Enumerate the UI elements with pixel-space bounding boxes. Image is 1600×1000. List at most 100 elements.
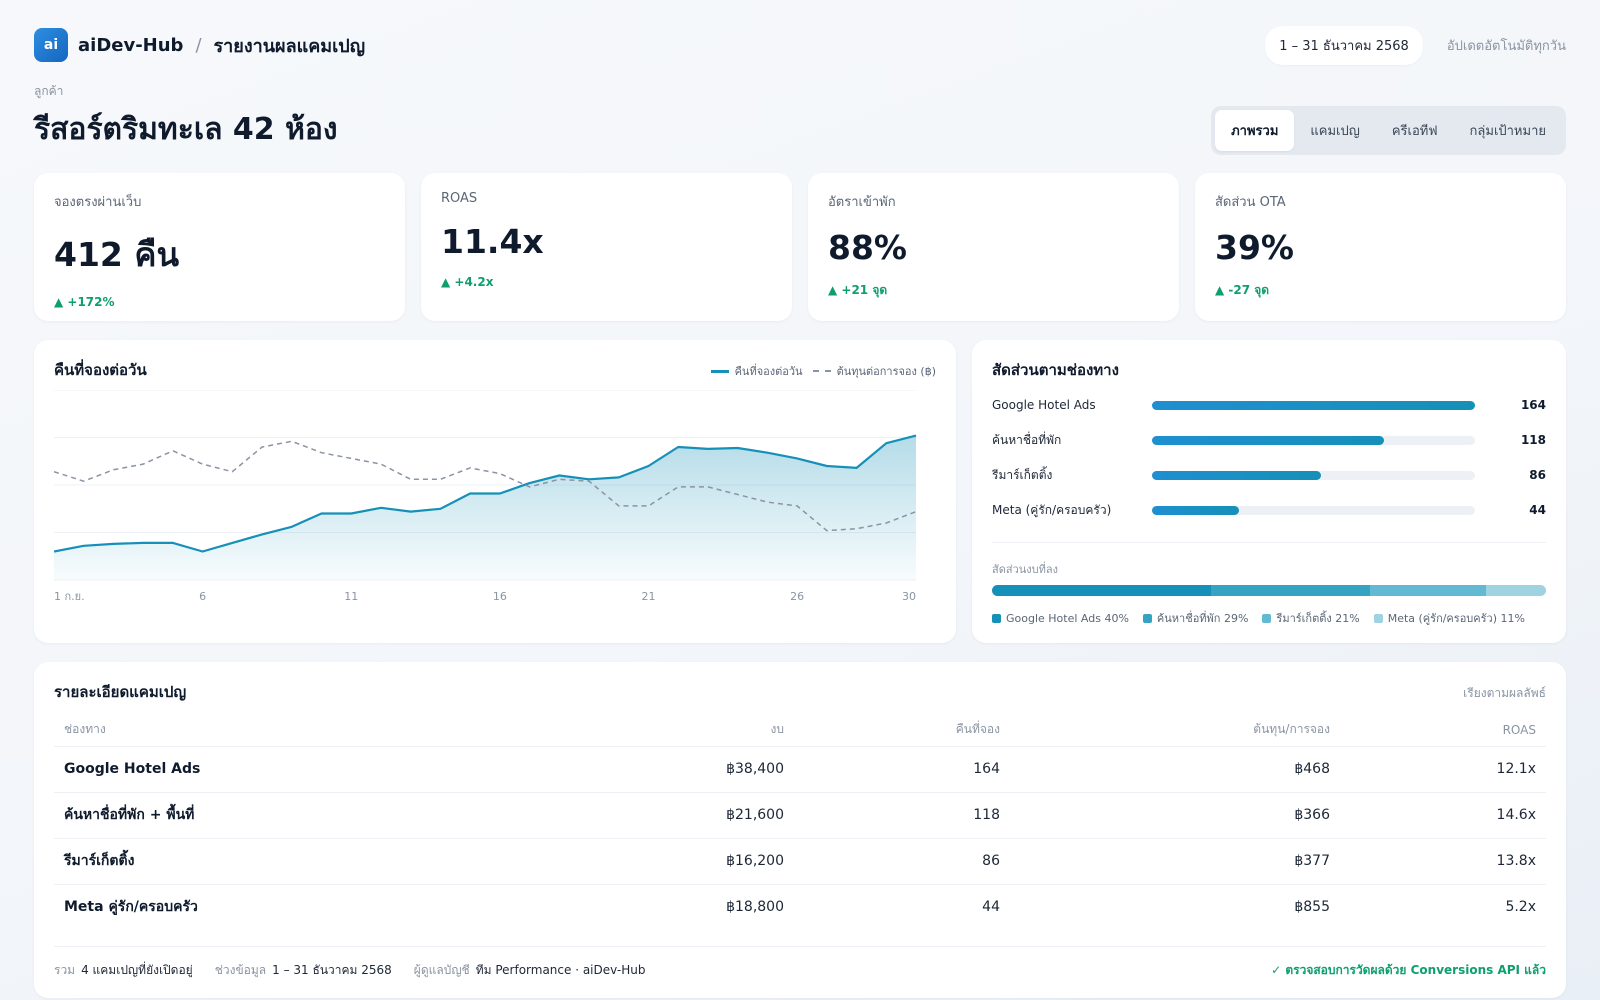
x-tick-label: 21 [641,590,655,603]
channel-bar [1152,470,1322,480]
channel-name: รีมาร์เก็ตติ้ง [992,467,1053,482]
table-title: รายละเอียดแคมเปญ [54,683,187,701]
footer-owner: ผู้ดูแลบัญชี ทีม Performance · aiDev-Hub [414,961,646,980]
legend-dot [1262,613,1272,623]
budget-share-bar [992,585,1546,596]
tab-audiences[interactable]: กลุ่มเป้าหมาย [1469,124,1546,139]
column-header-budget[interactable]: งบ [770,722,784,737]
cell-cost: ฿366 [1010,791,1340,838]
channel-value: 118 [1520,433,1546,447]
channel-row[interactable]: Meta (คู่รัก/ครอบครัว) 44 [992,500,1546,520]
column-header-nights[interactable]: คืนที่จอง [955,722,1000,737]
legend-dot [992,613,1001,623]
legend-label: รีมาร์เก็ตติ้ง 21% [1276,612,1360,625]
cell-budget: ฿18,800 [574,883,794,930]
channel-bar [1152,505,1239,515]
x-tick-label: 1 ก.ย. [54,590,85,603]
table-row[interactable]: Meta คู่รัก/ครอบครัว ฿18,800 44 ฿855 5.2… [54,883,1546,930]
budget-share-segment [1485,585,1546,596]
cell-budget: ฿16,200 [574,837,794,884]
kpi-card-roas: ROAS 11.4x ▲ +4.2x [421,173,792,321]
legend-swatch-dashed [812,370,831,372]
cell-channel: ค้นหาชื่อที่พัก + พื้นที่ [54,791,574,838]
channel-title: สัดส่วนตามช่องทาง [992,361,1119,379]
kpi-label: สัดส่วน OTA [1215,195,1286,210]
breadcrumb-current: รายงานผลแคมเปญ [213,35,366,57]
column-header-channel[interactable]: ช่องทาง [64,722,106,737]
channel-value: 86 [1529,468,1546,482]
cell-channel: รีมาร์เก็ตติ้ง [54,837,574,884]
channel-bar-track [1152,470,1475,480]
kpi-label: อัตราเข้าพัก [828,195,896,210]
cell-channel: Google Hotel Ads [54,745,574,792]
chart-legend: คืนที่จองต่อวัน ต้นทุนต่อการจอง (฿) [701,362,936,380]
brand-name[interactable]: aiDev-Hub [78,34,184,56]
channel-value: 164 [1520,398,1546,412]
legend-label: ต้นทุนต่อการจอง (฿) [836,365,936,378]
legend-dot [1373,613,1383,623]
footer-period-value: 1 – 31 ธันวาคม 2568 [272,963,392,977]
footer-period: ช่วงข้อมูล 1 – 31 ธันวาคม 2568 [215,961,392,980]
budget-share-segment [992,585,1212,596]
channel-bar-track [1152,400,1475,410]
kpi-label: จองตรงผ่านเว็บ [54,195,142,210]
campaign-table: ช่องทาง งบ คืนที่จอง ต้นทุน/การจอง ROAS … [54,714,1546,930]
budget-share-legend-item: Meta (คู่รัก/ครอบครัว) 11% [1373,609,1525,627]
kpi-card-occupancy: อัตราเข้าพัก 88% ▲ +21 จุด [808,173,1179,321]
x-tick-label: 16 [493,590,507,603]
x-tick-label: 30 [902,590,916,603]
column-header-cost-per-booking[interactable]: ต้นทุน/การจอง [1253,722,1330,737]
logo[interactable]: ai [34,28,68,62]
channel-value: 44 [1529,503,1546,517]
kpi-row: จองตรงผ่านเว็บ 412 คืน ▲ +172% ROAS 11.4… [34,173,1566,321]
footer-period-label: ช่วงข้อมูล [214,963,267,977]
cell-roas: 12.1x [1340,745,1546,792]
channel-row[interactable]: ค้นหาชื่อที่พัก 118 [992,430,1546,450]
footer-owner-label: ผู้ดูแลบัญชี [413,963,470,977]
tab-creatives[interactable]: ครีเอทีฟ [1391,124,1438,139]
channel-share-card: สัดส่วนตามช่องทาง Google Hotel Ads 164 ค้น… [972,340,1566,643]
series-area-nights [54,435,916,580]
date-range-picker[interactable]: 1 – 31 ธันวาคม 2568 [1265,25,1423,65]
kpi-delta: ▲ +172% [54,295,115,309]
channel-row[interactable]: รีมาร์เก็ตติ้ง 86 [992,465,1546,485]
cell-channel: Meta คู่รัก/ครอบครัว [54,883,574,930]
kpi-value: 11.4x [441,222,544,261]
kpi-value: 39% [1215,228,1294,267]
cell-nights: 44 [794,883,1010,930]
top-bar: ai aiDev-Hub / รายงานผลแคมเปญ 1 – 31 ธัน… [34,25,1566,65]
legend-swatch-solid [710,369,729,373]
channel-bar [1152,435,1385,445]
legend-item-nights[interactable]: คืนที่จองต่อวัน [710,362,803,380]
tab-campaigns[interactable]: แคมเปญ [1310,124,1360,139]
x-tick-label: 11 [344,590,358,603]
legend-label: คืนที่จองต่อวัน [734,365,803,378]
sort-control[interactable]: เรียงตามผลลัพธ์ [1463,686,1546,700]
channel-row[interactable]: Google Hotel Ads 164 [992,395,1546,415]
cell-nights: 164 [794,745,1010,792]
tab-overview[interactable]: ภาพรวม [1215,110,1295,151]
budget-share-segment [1211,585,1371,596]
cell-roas: 13.8x [1340,837,1546,884]
breadcrumb-separator: / [195,34,202,56]
kpi-value: 412 คืน [54,235,180,274]
legend-label: ค้นหาชื่อที่พัก 29% [1156,612,1249,625]
legend-item-cost[interactable]: ต้นทุนต่อการจอง (฿) [812,362,936,380]
line-chart: 1 ก.ย. 6 11 16 21 26 30 [54,390,917,603]
legend-dot [1142,613,1152,623]
column-header-roas[interactable]: ROAS [1502,722,1536,737]
budget-share-legend-item: รีมาร์เก็ตติ้ง 21% [1262,609,1360,627]
budget-share-segment [1370,585,1486,596]
channel-bar-track [1152,435,1475,445]
table-row[interactable]: ค้นหาชื่อที่พัก + พื้นที่ ฿21,600 118 ฿3… [54,791,1546,838]
table-row[interactable]: รีมาร์เก็ตติ้ง ฿16,200 86 ฿377 13.8x [54,837,1546,884]
legend-label: Meta (คู่รัก/ครอบครัว) 11% [1387,612,1525,625]
budget-share-legend-item: Google Hotel Ads 40% [992,609,1129,627]
channel-bar [1152,400,1475,410]
nights-trend-card: คืนที่จองต่อวัน คืนที่จองต่อวัน ต้นทุนต่… [34,340,956,643]
table-row[interactable]: Google Hotel Ads ฿38,400 164 ฿468 12.1x [54,745,1546,792]
footer-total: รวม 4 แคมเปญที่ยังเปิดอยู่ [54,961,193,980]
page-title: รีสอร์ตริมทะเล 42 ห้อง [34,112,338,147]
table-footer: รวม 4 แคมเปญที่ยังเปิดอยู่ ช่วงข้อมูล 1 – … [54,946,1546,980]
cell-budget: ฿38,400 [574,745,794,792]
